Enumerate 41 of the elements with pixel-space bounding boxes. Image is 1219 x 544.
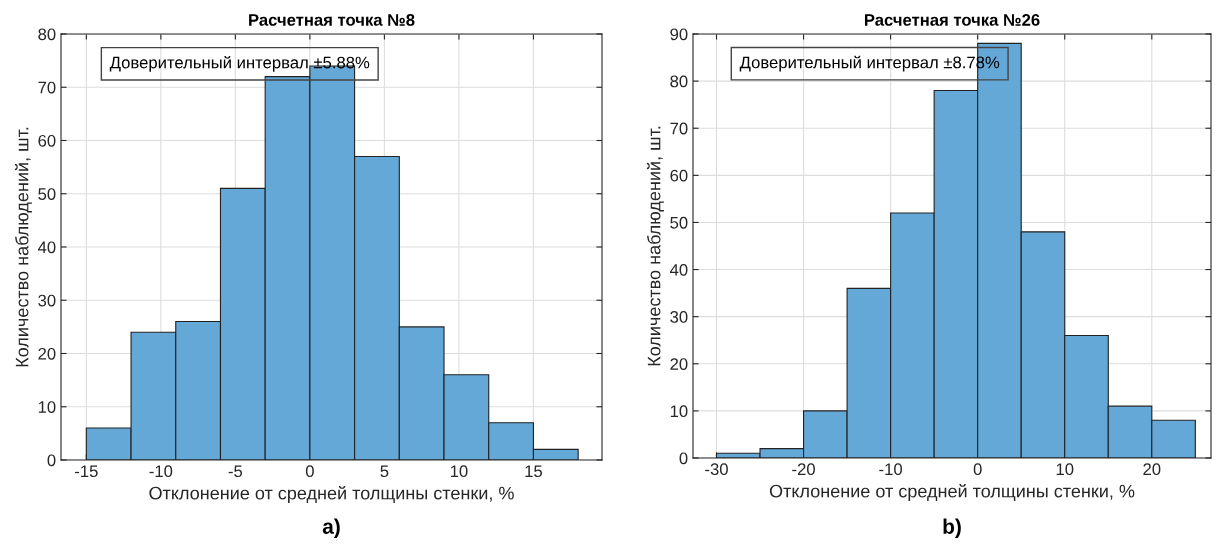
y-tick-label: 80 [38, 28, 56, 41]
y-tick-label: 60 [38, 134, 56, 147]
y-tick-label: 40 [37, 241, 56, 254]
y-axis-title: Количество наблюдений, шт. [646, 126, 664, 366]
x-tick-label: -30 [705, 463, 728, 476]
y-tick-label: 50 [670, 216, 688, 229]
y-tick-label: 0 [679, 452, 688, 465]
x-tick-label: -10 [149, 465, 173, 478]
y-tick-label: 90 [670, 28, 688, 41]
x-tick-label: 0 [973, 463, 982, 476]
chart-title: Расчетная точка №26 [864, 14, 1040, 26]
x-tick-label: -20 [792, 463, 815, 476]
y-tick-label: 30 [670, 311, 688, 323]
annotation: Доверительный интервал ±5.88% [109, 55, 370, 72]
chart-title: Расчетная точка №8 [249, 14, 415, 26]
x-tick-label: 10 [450, 465, 468, 478]
y-tick-label: 20 [38, 347, 56, 360]
y-tick-label: 70 [38, 81, 56, 94]
x-tick-label: -10 [879, 463, 903, 476]
x-tick-label: 15 [525, 465, 543, 478]
y-tick-label: 10 [670, 405, 688, 418]
y-tick-label: 10 [38, 401, 56, 413]
y-axis-title: Количество наблюдений, шт. [14, 127, 32, 367]
y-tick-label: 50 [38, 188, 56, 200]
x-tick-label: 5 [380, 465, 389, 478]
y-tick-label: 20 [670, 358, 688, 370]
y-tick-label: 30 [38, 294, 56, 307]
text: b) [943, 518, 961, 538]
x-tick-label: -15 [75, 465, 98, 478]
y-tick-label: 70 [670, 122, 688, 135]
x-axis-title: Отклонение от средней толщины стенки, % [149, 485, 514, 504]
x-tick-label: 0 [305, 465, 314, 478]
y-tick-label: 0 [47, 454, 56, 467]
y-tick-label: 80 [670, 75, 688, 88]
text: a) [322, 518, 340, 538]
x-tick-label: -5 [228, 465, 243, 478]
x-tick-label: 10 [1056, 463, 1074, 476]
x-axis-title: Отклонение от средней толщины стенки, % [769, 483, 1135, 502]
y-tick-label: 60 [670, 169, 688, 182]
y-tick-label: 40 [669, 263, 688, 276]
x-tick-label: 20 [1143, 463, 1161, 476]
